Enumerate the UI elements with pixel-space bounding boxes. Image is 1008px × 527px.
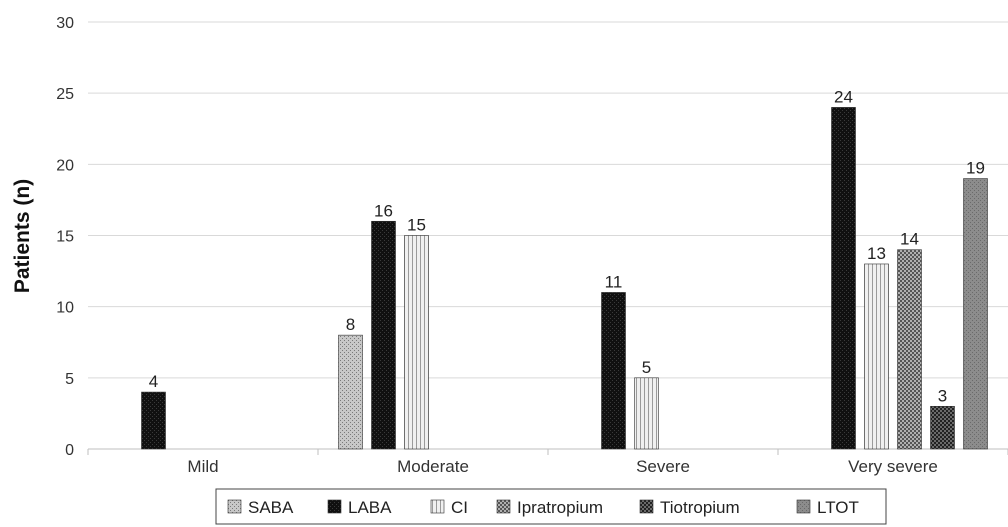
data-label: 13	[867, 244, 886, 263]
legend-swatch-saba	[227, 499, 242, 514]
bar-ci-severe	[634, 377, 659, 450]
bar-ci-very-severe	[864, 263, 889, 450]
y-tick-label: 15	[56, 229, 74, 246]
y-tick-label: 10	[56, 300, 74, 317]
data-label: 16	[374, 201, 393, 220]
y-tick-label: 20	[56, 157, 74, 174]
gridlines	[87, 21, 1008, 455]
data-label: 5	[642, 358, 651, 377]
bar-laba-moderate	[371, 220, 396, 450]
y-axis-ticks: 0 5 10 15 20 25 30	[56, 15, 74, 459]
legend-label-ipratropium: Ipratropium	[517, 498, 603, 517]
bar-laba-severe	[601, 292, 626, 450]
legend-box	[215, 488, 887, 525]
x-category-label: Severe	[636, 457, 690, 476]
x-category-label: Very severe	[848, 457, 938, 476]
y-tick-label: 0	[65, 442, 74, 459]
bar-ipratropium-very-severe	[897, 249, 922, 450]
data-label: 24	[834, 87, 853, 106]
y-tick-label: 25	[56, 86, 74, 103]
data-labels: 4 8 16 15 11 5 24 13 14 3 19	[149, 87, 985, 405]
legend-swatch-laba	[327, 499, 342, 514]
data-label: 15	[407, 216, 426, 235]
x-axis-categories: Mild Moderate Severe Very severe	[187, 457, 937, 476]
bar-ci-moderate	[404, 235, 429, 450]
data-label: 14	[900, 230, 919, 249]
legend: SABA LABA CI Ipratropium Tiotropium LTOT	[215, 488, 887, 525]
legend-label-tiotropium: Tiotropium	[660, 498, 740, 517]
legend-label-saba: SABA	[248, 498, 294, 517]
bar-laba-mild	[141, 391, 166, 450]
data-label: 11	[605, 272, 623, 291]
y-axis-title: Patients (n)	[11, 179, 34, 293]
y-tick-label: 5	[65, 371, 74, 388]
legend-label-ltot: LTOT	[817, 498, 859, 517]
data-label: 3	[938, 386, 947, 405]
legend-label-ci: CI	[451, 498, 468, 517]
y-tick-label: 30	[56, 15, 74, 32]
legend-swatch-ltot	[796, 499, 811, 514]
x-category-label: Moderate	[397, 457, 469, 476]
data-label: 19	[966, 159, 985, 178]
legend-swatch-ipratropium	[496, 499, 511, 514]
x-category-label: Mild	[187, 457, 218, 476]
bar-saba-moderate	[338, 334, 363, 450]
bar-laba-very-severe	[831, 107, 856, 450]
bars	[141, 107, 988, 450]
data-label: 4	[149, 372, 158, 391]
legend-swatch-tiotropium	[639, 499, 654, 514]
bar-tiotropium-very-severe	[930, 405, 955, 450]
data-label: 8	[346, 315, 355, 334]
legend-label-laba: LABA	[348, 498, 392, 517]
legend-swatch-ci	[430, 499, 445, 514]
bar-ltot-very-severe	[963, 178, 988, 450]
